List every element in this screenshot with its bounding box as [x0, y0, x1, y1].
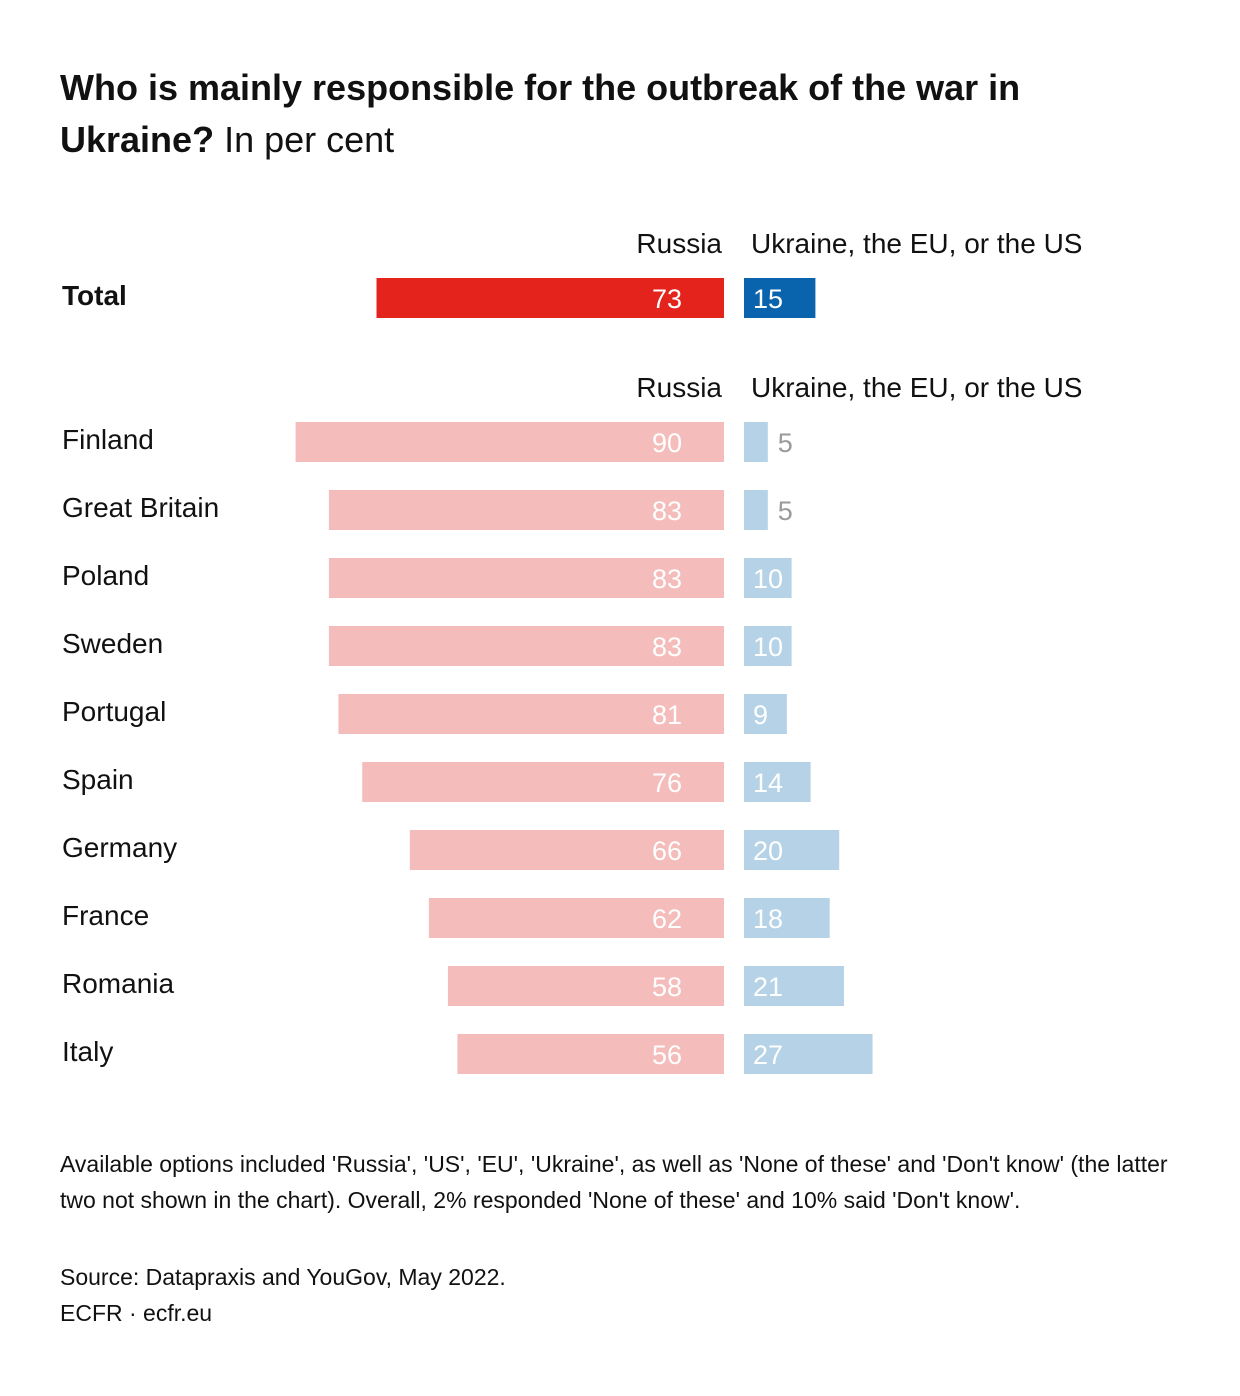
value-west-sweden: 10: [753, 632, 783, 662]
bar-russia-portugal: [338, 694, 724, 734]
bar-west-france: [744, 898, 830, 938]
bar-russia-italy: [457, 1034, 724, 1074]
bar-russia-romania: [447, 966, 724, 1006]
row-label-finland: Finland: [62, 424, 154, 455]
row-label-poland: Poland: [62, 560, 150, 591]
bar-west-portugal: [744, 694, 787, 734]
row-label-france: France: [62, 900, 150, 931]
value-west-poland: 10: [753, 564, 783, 594]
value-russia-sweden: 83: [652, 632, 682, 662]
bar-russia-great-britain: [328, 490, 724, 530]
bar-west-italy: [744, 1034, 873, 1074]
value-west-total: 15: [753, 284, 783, 314]
footnote: Available options included 'Russia', 'US…: [60, 1151, 1168, 1213]
bar-west-total: [744, 278, 816, 318]
value-west-romania: 21: [753, 972, 783, 1002]
value-west-germany: 20: [753, 836, 783, 866]
row-label-romania: Romania: [62, 968, 175, 999]
row-label-total: Total: [62, 280, 127, 311]
bar-russia-finland: [295, 422, 724, 462]
value-russia-portugal: 81: [652, 700, 682, 730]
value-west-portugal: 9: [753, 700, 768, 730]
row-label-italy: Italy: [62, 1036, 114, 1067]
header-russia-total: Russia: [636, 228, 722, 259]
bar-russia-germany: [409, 830, 724, 870]
row-label-germany: Germany: [62, 832, 178, 863]
value-russia-germany: 66: [652, 836, 682, 866]
bar-russia-poland: [328, 558, 724, 598]
title-question: Who is mainly responsible for the outbre…: [60, 67, 1021, 160]
bar-russia-sweden: [328, 626, 724, 666]
bar-west-poland: [744, 558, 792, 598]
value-russia-spain: 76: [652, 768, 682, 798]
bar-west-sweden: [744, 626, 792, 666]
row-label-great-britain: Great Britain: [62, 492, 220, 523]
source-note: Source: Datapraxis and YouGov, May 2022.: [60, 1264, 506, 1290]
bar-west-great-britain: [744, 490, 768, 530]
value-russia-poland: 83: [652, 564, 682, 594]
value-russia-finland: 90: [652, 428, 682, 458]
value-russia-romania: 58: [652, 972, 682, 1002]
value-west-france: 18: [753, 904, 783, 934]
bar-west-spain: [744, 762, 811, 802]
bar-russia-france: [428, 898, 724, 938]
title-unit: In per cent: [224, 119, 395, 160]
value-west-finland: 5: [778, 428, 793, 458]
header-west-total: Ukraine, the EU, or the US: [751, 228, 1083, 259]
bar-russia-spain: [362, 762, 724, 802]
bar-russia-total: [376, 278, 724, 318]
header-russia-countries: Russia: [636, 372, 722, 403]
value-russia-total: 73: [652, 284, 682, 314]
bar-west-romania: [744, 966, 844, 1006]
bar-west-finland: [744, 422, 768, 462]
chart-title: Who is mainly responsible for the outbre…: [60, 62, 1180, 166]
row-label-portugal: Portugal: [62, 696, 167, 727]
value-west-spain: 14: [753, 768, 783, 798]
bar-west-germany: [744, 830, 840, 870]
value-russia-great-britain: 83: [652, 496, 682, 526]
row-label-spain: Spain: [62, 764, 134, 795]
brand-credit: ECFR · ecfr.eu: [60, 1300, 213, 1326]
value-russia-italy: 56: [652, 1040, 682, 1070]
row-label-sweden: Sweden: [62, 628, 164, 659]
value-russia-france: 62: [652, 904, 682, 934]
value-west-italy: 27: [753, 1040, 783, 1070]
header-west-countries: Ukraine, the EU, or the US: [751, 372, 1083, 403]
value-west-great-britain: 5: [778, 496, 793, 526]
